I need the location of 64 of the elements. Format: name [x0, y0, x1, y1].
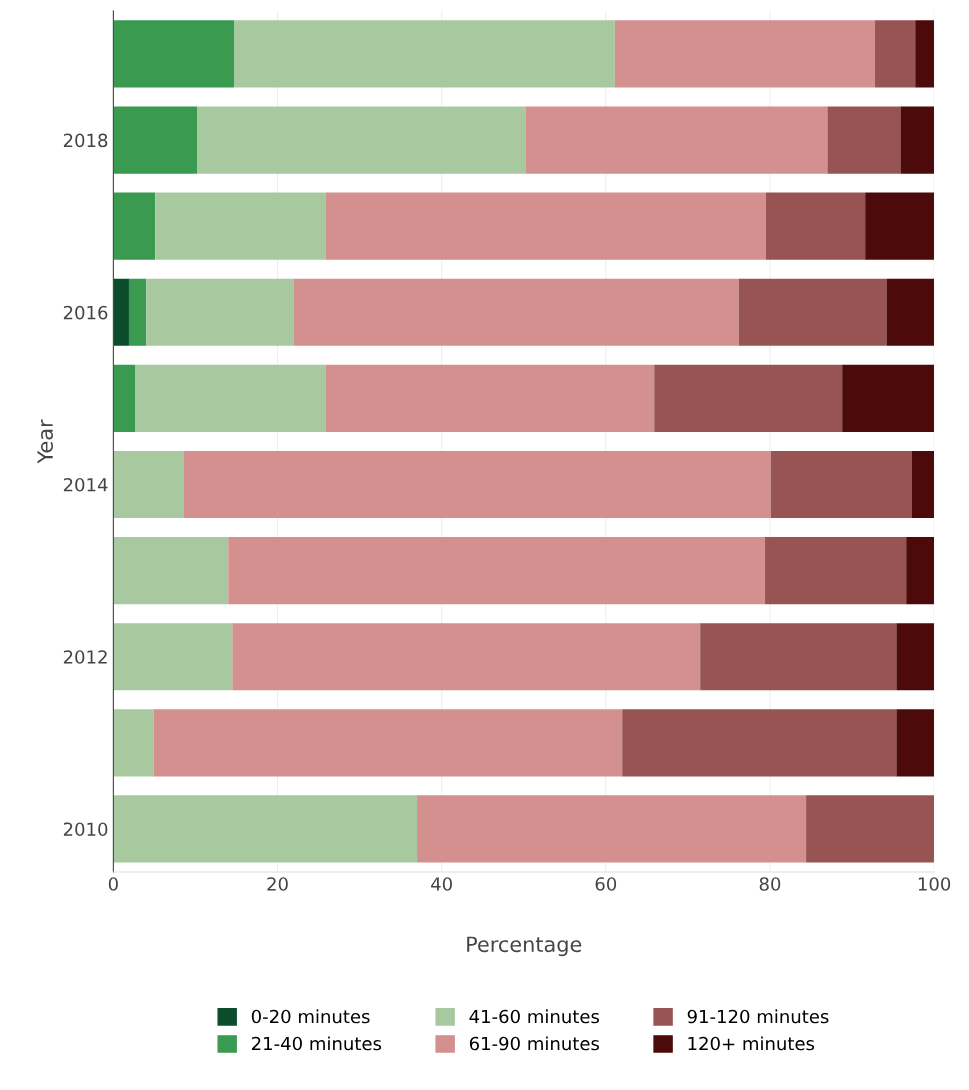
x-tick-label: 100	[918, 877, 951, 891]
bar	[113, 364, 136, 432]
bar	[622, 709, 897, 777]
bar	[183, 450, 771, 519]
bar	[113, 537, 229, 605]
x-tick-label: 80	[759, 877, 781, 891]
bar	[146, 278, 294, 346]
bar	[155, 192, 326, 260]
bar	[128, 278, 147, 346]
bar	[738, 278, 887, 346]
bar	[654, 364, 843, 432]
bar	[153, 709, 623, 777]
y-tick-label: 2018	[63, 133, 108, 148]
bar	[765, 192, 866, 260]
bar	[806, 795, 935, 863]
y-axis-title: Year	[37, 419, 53, 464]
bar	[113, 709, 154, 777]
x-tick-label: 0	[108, 877, 118, 891]
bar	[113, 192, 156, 260]
x-tick-label: 60	[595, 877, 617, 891]
bar	[113, 623, 233, 691]
bar	[765, 537, 907, 605]
x-axis-title: Percentage	[467, 936, 582, 957]
legend-label: 61-90 minutes	[469, 1036, 600, 1051]
y-tick-label: 2010	[63, 822, 108, 837]
bar	[525, 106, 828, 174]
y-tick-label: 2016	[63, 305, 108, 320]
bar	[113, 20, 235, 88]
bar	[896, 709, 935, 777]
bar	[896, 623, 935, 691]
bar	[113, 450, 184, 519]
bar	[911, 450, 935, 519]
bar	[234, 20, 615, 88]
bar	[906, 537, 935, 605]
bar	[827, 106, 901, 174]
bar	[865, 192, 935, 260]
bar	[770, 450, 912, 519]
legend-label: 41-60 minutes	[469, 1009, 600, 1024]
bar	[197, 106, 526, 174]
legend-label: 21-40 minutes	[251, 1036, 382, 1051]
bar	[135, 364, 326, 432]
bar	[700, 623, 897, 691]
bar	[842, 364, 935, 432]
legend-label: 0-20 minutes	[251, 1009, 370, 1024]
bar	[915, 20, 935, 88]
bar	[417, 795, 807, 863]
bar	[325, 192, 766, 260]
x-tick-label: 40	[431, 877, 452, 891]
legend-label: 91-120 minutes	[687, 1009, 829, 1024]
bar	[293, 278, 739, 346]
bar	[113, 278, 129, 346]
bar	[113, 106, 198, 174]
bar	[228, 537, 766, 605]
bar	[325, 364, 655, 432]
legend-label: 120+ minutes	[688, 1036, 815, 1051]
bar	[232, 623, 701, 691]
bar	[614, 20, 876, 88]
bar	[886, 278, 935, 346]
y-tick-label: 2012	[63, 650, 107, 664]
bar	[875, 20, 916, 88]
bar	[900, 106, 935, 174]
y-tick-label: 2014	[63, 477, 108, 492]
x-tick-label: 20	[267, 877, 288, 891]
bar	[113, 795, 418, 863]
